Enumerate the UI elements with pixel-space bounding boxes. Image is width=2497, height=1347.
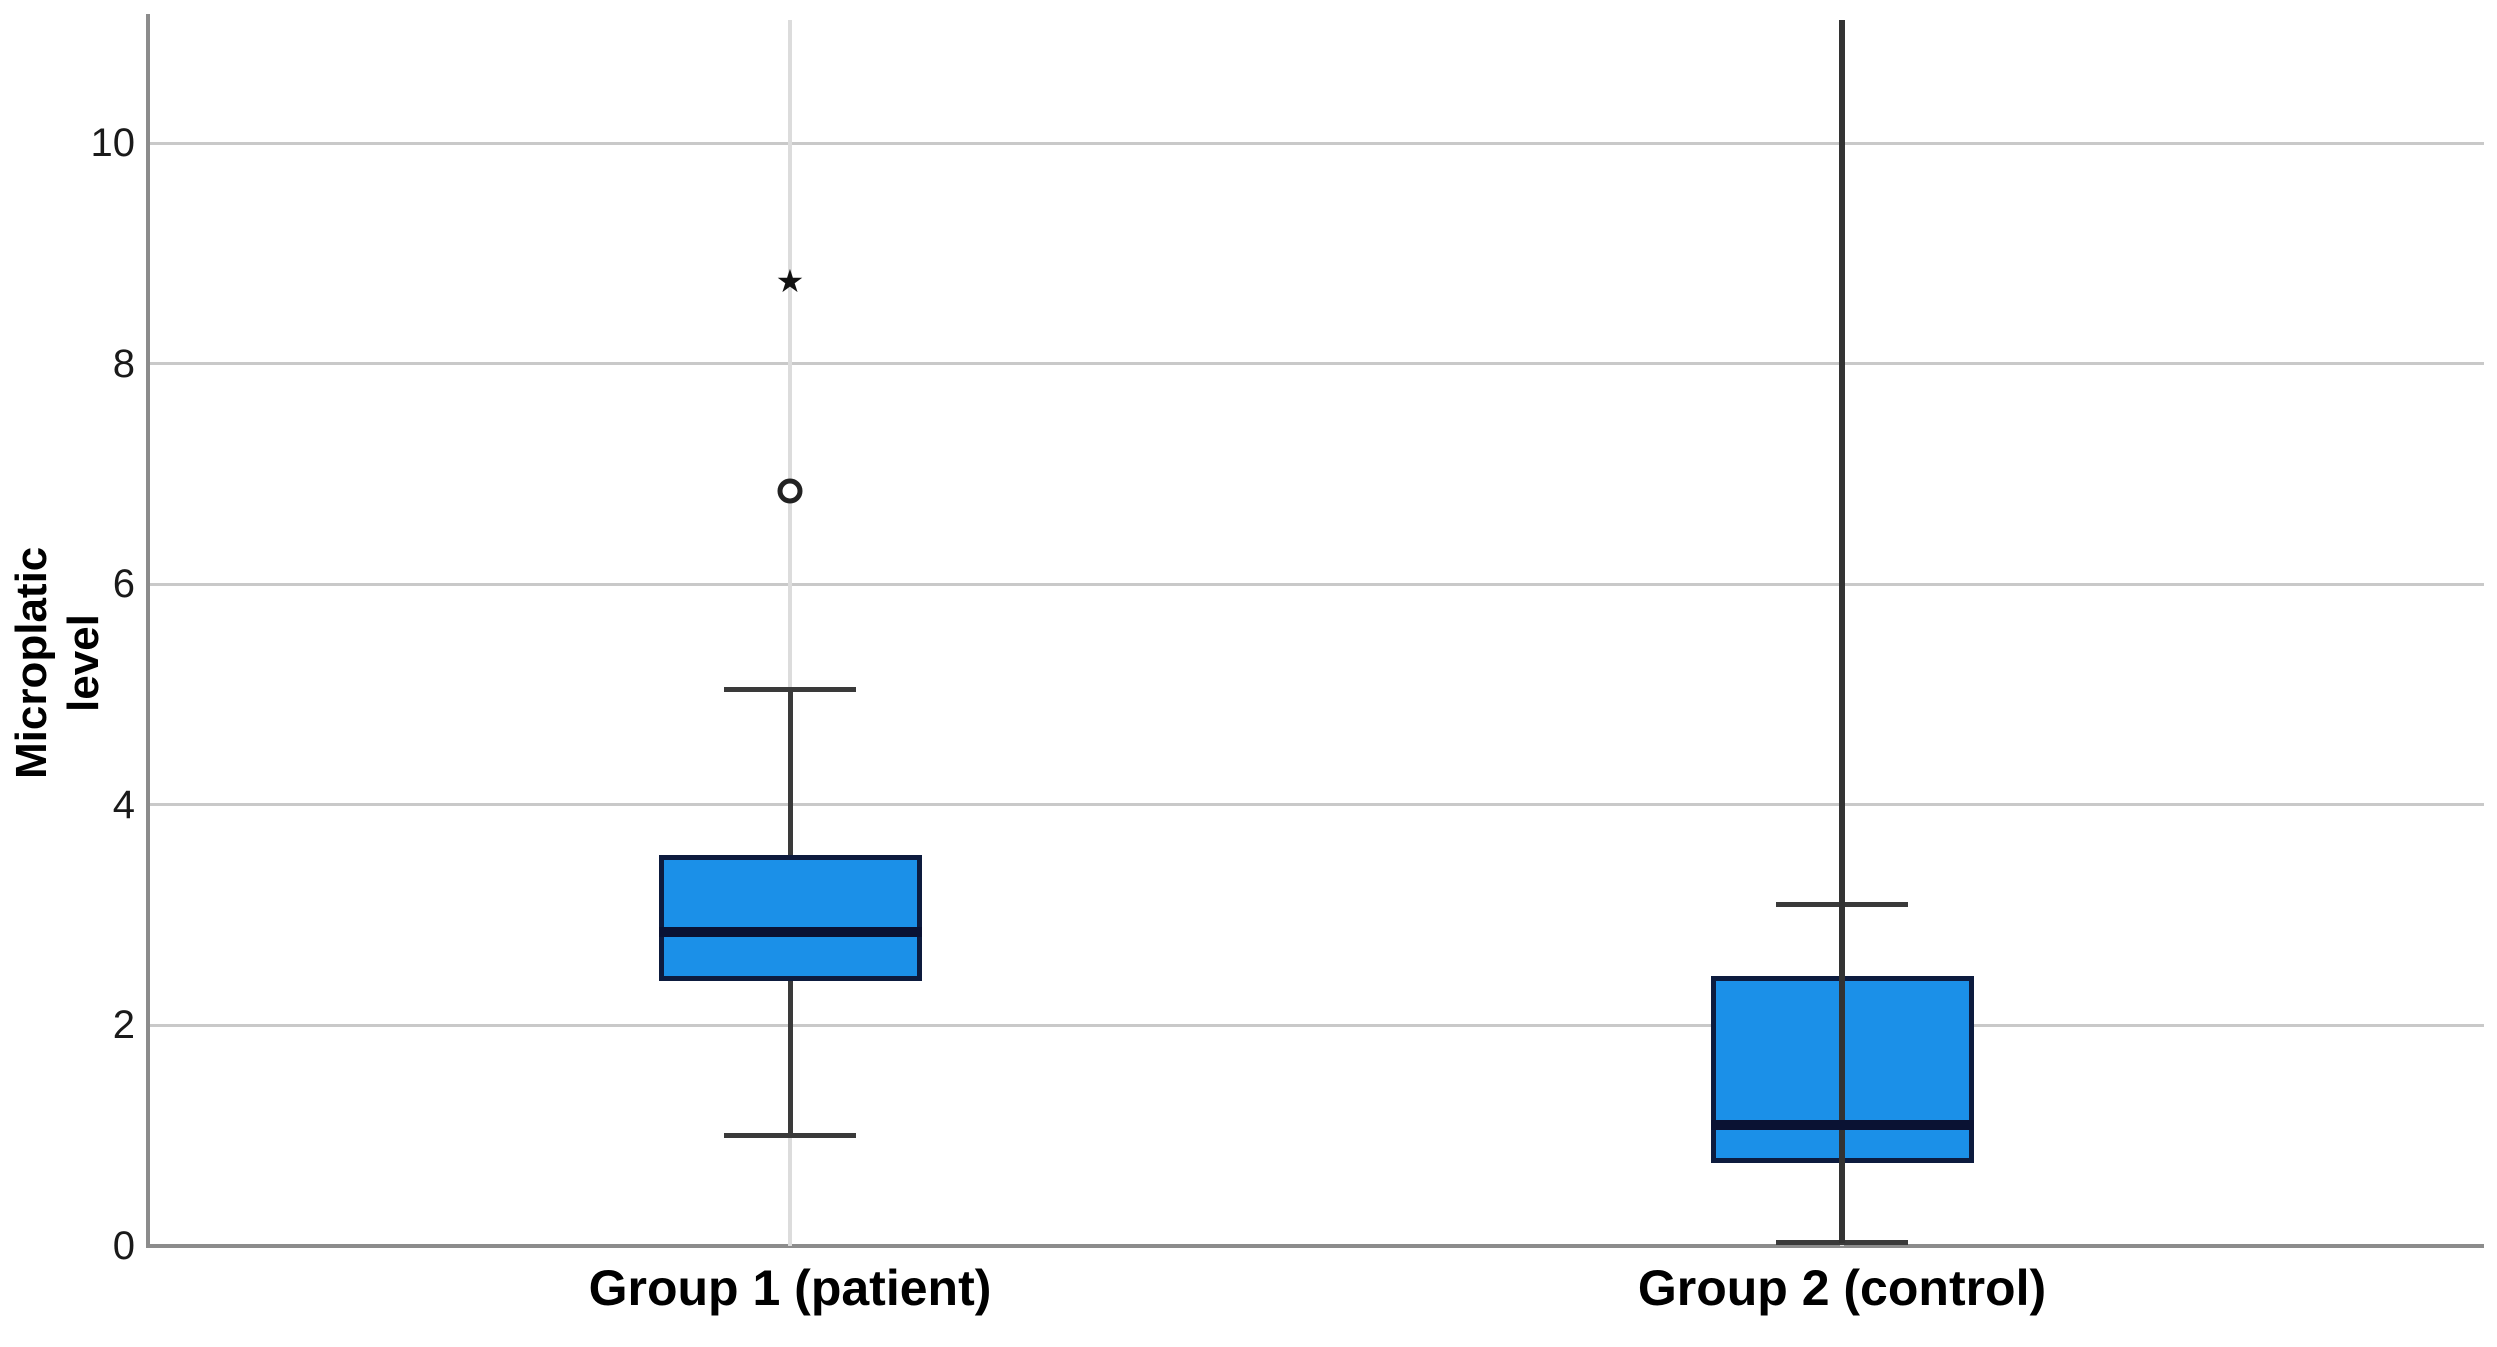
y-tick-label: 8	[112, 341, 135, 386]
x-axis-baseline	[148, 1244, 2484, 1248]
y-tick-label: 4	[112, 782, 135, 827]
category-label: Group 1 (patient)	[588, 1260, 992, 1316]
y-tick-label: 6	[112, 562, 135, 607]
y-axis-line	[146, 14, 150, 1248]
y-gridline	[148, 1023, 2484, 1027]
y-gridline	[148, 362, 2484, 366]
outlier-star-icon: ★	[775, 262, 805, 301]
category-guide-line	[788, 20, 792, 1246]
whisker-cap-bottom	[1776, 1240, 1908, 1246]
whisker-cap-top	[724, 686, 856, 692]
outlier-circle-icon	[777, 478, 803, 504]
median-line	[658, 926, 922, 937]
median-line	[1710, 1119, 1974, 1130]
y-tick-label: 2	[112, 1003, 135, 1048]
category-label: Group 2 (control)	[1637, 1260, 2047, 1316]
y-tick-label: 10	[90, 121, 136, 166]
y-gridline	[148, 141, 2484, 145]
box	[658, 854, 922, 982]
y-gridline	[148, 582, 2484, 586]
extreme-value-line	[1839, 20, 1845, 1243]
whisker-cap-bottom	[724, 1133, 856, 1139]
y-gridline	[148, 803, 2484, 807]
y-tick-label: 0	[112, 1224, 135, 1268]
